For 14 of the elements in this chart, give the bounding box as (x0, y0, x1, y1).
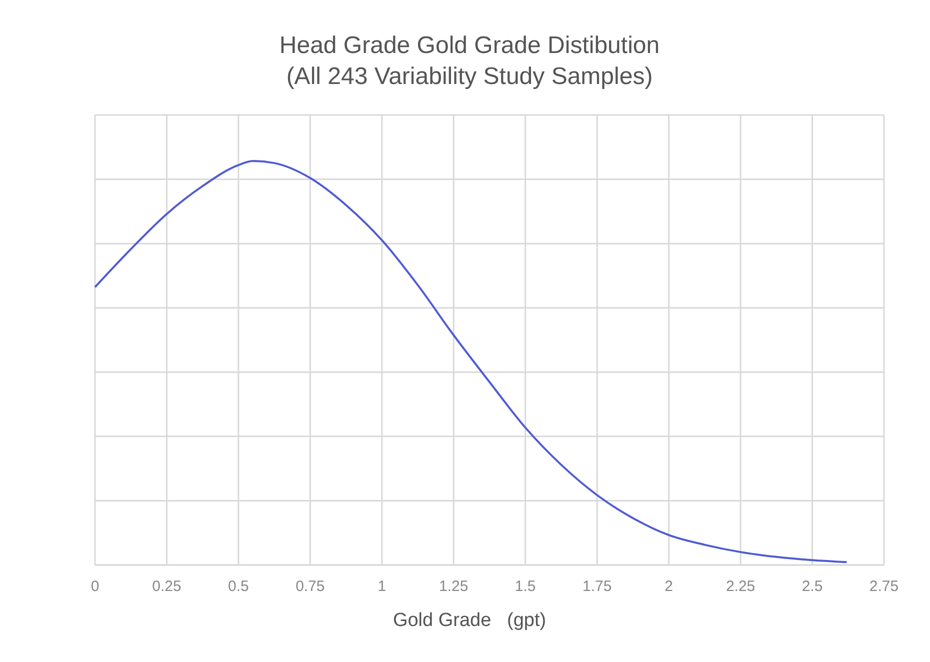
x-tick-label: 0 (90, 578, 100, 595)
x-axis-title: Gold Grade (gpt) (392, 610, 546, 631)
x-tick-label: 0.75 (296, 578, 325, 595)
x-tick-label: 2.75 (869, 578, 899, 595)
x-tick-label: 0.25 (152, 578, 182, 595)
x-tick-label: 2.5 (802, 578, 823, 595)
x-tick-label: 1 (378, 578, 386, 595)
x-tick-label: 2.25 (726, 578, 756, 595)
x-tick-label: 1.75 (582, 578, 612, 595)
chart-title: Head Grade Gold Grade Distibution (All 243 Variability Study Samples) (279, 32, 660, 90)
x-tick-label: 1.5 (514, 578, 536, 595)
x-tick-label: 0.5 (228, 578, 249, 595)
x-tick-label: 1.25 (439, 578, 468, 595)
x-tick-label: 2 (664, 578, 673, 595)
